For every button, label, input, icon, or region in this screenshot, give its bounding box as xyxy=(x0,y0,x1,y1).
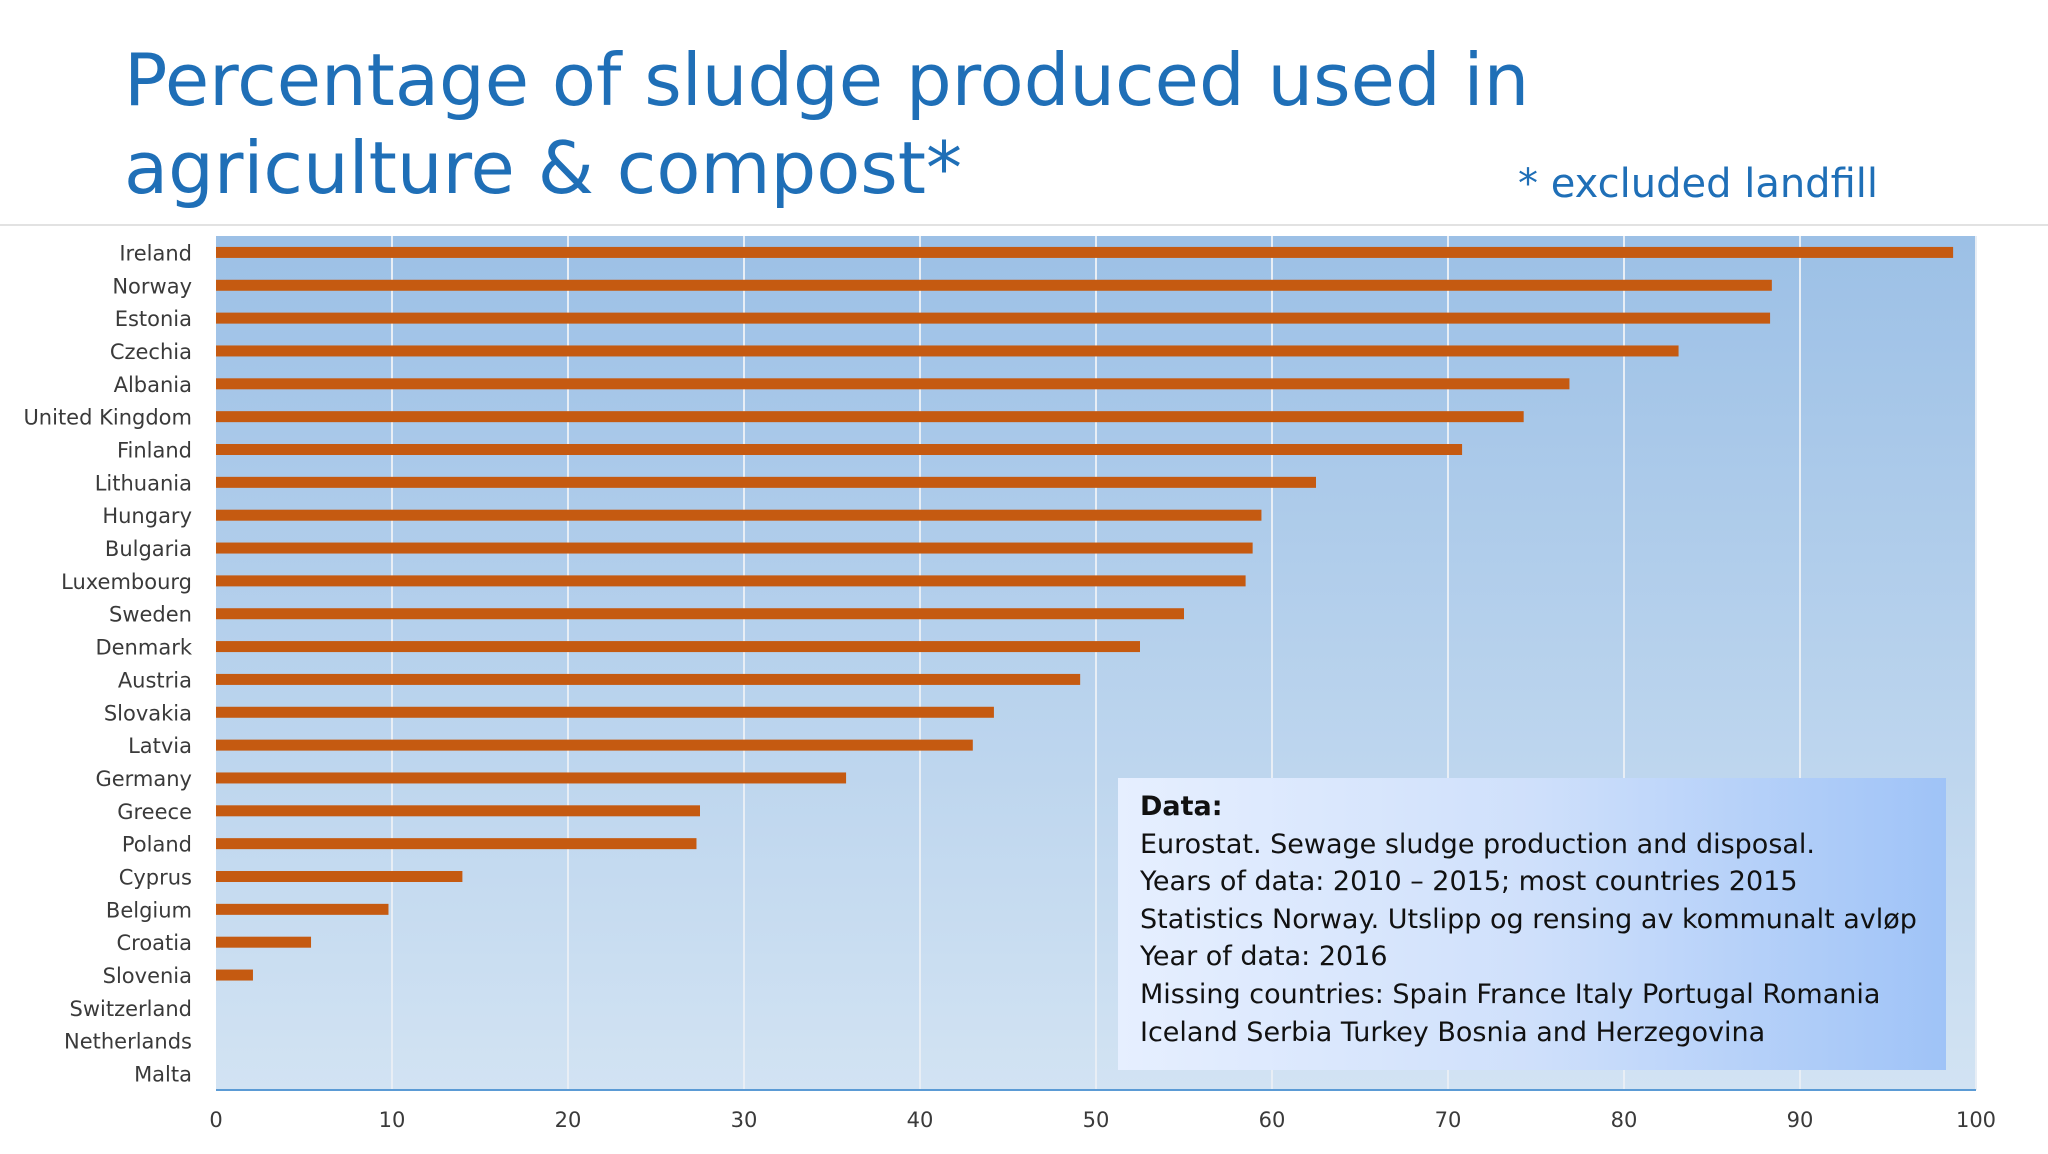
category-label: Luxembourg xyxy=(61,570,192,594)
category-label: Austria xyxy=(118,668,192,692)
x-tick-label: 30 xyxy=(731,1108,758,1132)
bar xyxy=(216,575,1246,587)
category-label: Bulgaria xyxy=(105,537,192,561)
category-label: Belgium xyxy=(106,898,192,922)
bar xyxy=(216,246,1954,258)
category-label: Sweden xyxy=(109,603,192,627)
data-box-line: Eurostat. Sewage sludge production and d… xyxy=(1140,828,1816,860)
category-label: Germany xyxy=(95,767,192,791)
bar xyxy=(216,312,1771,324)
bar xyxy=(216,805,700,817)
x-tick-label: 80 xyxy=(1611,1108,1638,1132)
bar xyxy=(216,444,1463,455)
data-box-line: Year of data: 2016 xyxy=(1140,941,1388,973)
category-label: United Kingdom xyxy=(23,406,192,430)
footnote: * excluded landfill xyxy=(1518,161,1878,207)
x-tick-label: 60 xyxy=(1259,1108,1286,1132)
bar xyxy=(216,608,1184,620)
bar xyxy=(216,673,1081,685)
bar xyxy=(216,345,1679,357)
x-tick-label: 20 xyxy=(555,1108,582,1132)
category-label: Lithuania xyxy=(95,471,192,495)
category-label: Finland xyxy=(117,439,192,463)
bar xyxy=(216,279,1772,291)
x-tick-label: 100 xyxy=(1956,1108,1996,1132)
bar xyxy=(216,903,389,915)
bar xyxy=(216,542,1253,554)
category-label: Croatia xyxy=(117,931,193,955)
data-box-heading: Data: xyxy=(1140,791,1223,822)
x-tick-label: 10 xyxy=(379,1108,406,1132)
category-label: Czechia xyxy=(110,340,192,364)
category-label: Malta xyxy=(134,1063,192,1087)
bar xyxy=(216,739,973,751)
category-label: Netherlands xyxy=(64,1030,192,1054)
category-label: Slovakia xyxy=(104,701,192,725)
bar xyxy=(216,509,1262,521)
data-box-line: Missing countries: Spain France Italy Po… xyxy=(1140,978,1881,1010)
category-label: Cyprus xyxy=(119,866,192,890)
bar xyxy=(216,706,994,718)
category-label: Poland xyxy=(122,833,192,857)
x-tick-label: 50 xyxy=(1083,1108,1110,1132)
category-label: Norway xyxy=(112,274,192,298)
category-label: Estonia xyxy=(115,307,192,331)
bar xyxy=(216,378,1570,390)
data-source-box: Data: Eurostat. Sewage sludge production… xyxy=(1118,778,1946,1070)
bar xyxy=(216,936,312,948)
category-label: Latvia xyxy=(128,734,192,758)
bar xyxy=(216,641,1140,653)
data-box-line: Statistics Norway. Utslipp og rensing av… xyxy=(1140,903,1917,935)
page-title: Percentage of sludge produced used in ag… xyxy=(124,38,1530,210)
bar xyxy=(216,476,1316,488)
bar xyxy=(216,411,1524,423)
category-label: Albania xyxy=(114,373,192,397)
category-label: Denmark xyxy=(95,636,192,660)
bar xyxy=(216,772,847,784)
x-tick-label: 70 xyxy=(1435,1108,1462,1132)
category-label: Switzerland xyxy=(70,997,193,1021)
x-tick-label: 40 xyxy=(907,1108,934,1132)
x-tick-label: 90 xyxy=(1787,1108,1814,1132)
category-label: Greece xyxy=(117,800,192,824)
category-label: Slovenia xyxy=(103,964,192,988)
category-label: Hungary xyxy=(102,504,192,528)
data-box-line: Years of data: 2010 – 2015; most countri… xyxy=(1140,866,1798,898)
x-tick-label: 0 xyxy=(209,1108,222,1132)
bar xyxy=(216,871,463,882)
data-box-line: Iceland Serbia Turkey Bosnia and Herzego… xyxy=(1140,1016,1766,1048)
bar xyxy=(216,969,253,981)
bar xyxy=(216,838,697,850)
category-label: Ireland xyxy=(119,241,192,265)
